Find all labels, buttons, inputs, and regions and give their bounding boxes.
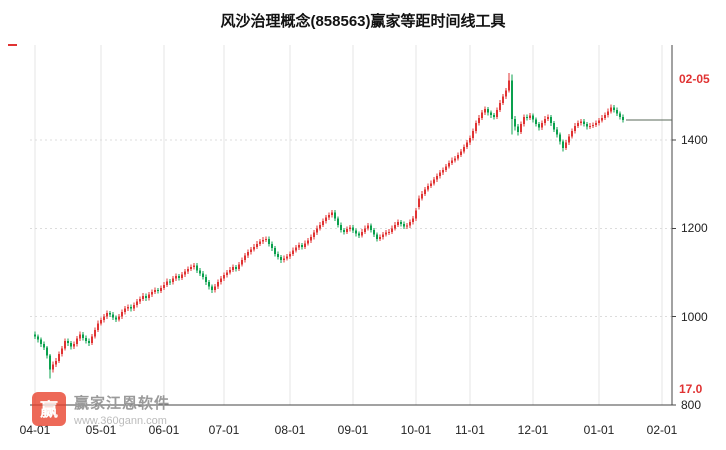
watermark: 赢 赢家江恩软件 www.360gann.com (32, 392, 170, 427)
x-axis-label: 04-01 (19, 423, 51, 437)
y-axis-label: 1200 (681, 221, 708, 236)
x-axis-label: 11-01 (455, 423, 485, 437)
projection-date-label: 02-05 (679, 72, 710, 86)
x-axis-label: 12-01 (517, 423, 549, 437)
y-axis-label: 800 (681, 398, 702, 412)
y-axis-label: 1400 (681, 132, 708, 147)
x-axis-label: 01-01 (583, 423, 615, 437)
interval-value-label: 17.0 (679, 382, 703, 396)
x-axis-label: 06-01 (148, 423, 180, 437)
y-axis-label: 1000 (681, 309, 708, 324)
watermark-name: 赢家江恩软件 (74, 395, 171, 412)
watermark-texts: 赢家江恩软件 www.360gann.com (74, 392, 170, 427)
x-axis-label: 09-01 (337, 423, 369, 437)
x-axis-label: 10-01 (400, 423, 432, 437)
x-axis-label: 08-01 (274, 423, 306, 437)
x-axis-label: 02-01 (646, 423, 678, 437)
watermark-logo-icon: 赢 (32, 392, 66, 426)
x-axis-label: 07-01 (208, 423, 240, 437)
watermark-logo-glyph: 赢 (40, 400, 58, 420)
x-axis-label: 05-01 (85, 423, 117, 437)
watermark-url: www.360gann.com (74, 415, 167, 427)
chart-title: 风沙治理概念(858563)赢家等距时间线工具 (220, 13, 506, 30)
